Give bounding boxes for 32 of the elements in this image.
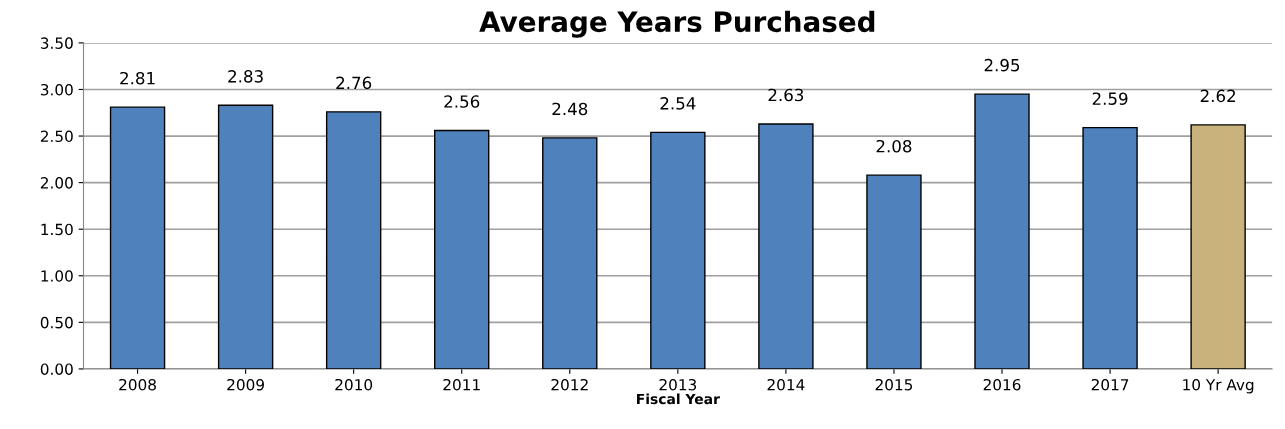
x-tick-label: 10 Yr Avg [1183,378,1254,394]
y-tick-label: 1.50 [41,223,73,236]
x-tick-label: 2015 [875,378,913,391]
y-tick-label: 3.00 [40,83,73,96]
x-tick-label: 2017 [1091,378,1129,391]
x-tick-label: 2010 [335,378,373,391]
y-tick-label: 2.00 [40,177,73,189]
x-tick-label: 2008 [119,378,156,391]
y-tick-label: 3.50 [40,37,73,49]
data-label: 2.08 [876,139,912,153]
y-tick-label: 2.50 [40,130,73,143]
data-label: 2.48 [552,102,588,116]
data-label: 2.56 [444,95,480,108]
x-tick-label: 2013 [659,378,697,391]
data-label: 2.54 [660,97,696,110]
y-tick-label: 0.00 [40,363,73,375]
data-label: 2.62 [1200,89,1236,103]
data-label: 2.59 [1092,92,1128,105]
x-tick-label: 2014 [767,378,805,391]
data-label: 2.83 [228,70,263,83]
x-tick-label: 2011 [443,378,480,391]
data-label: 2.81 [120,71,155,85]
data-label: 2.95 [984,58,1020,72]
chart-title: Average Years Purchased [479,10,875,38]
y-tick-label: 1.00 [41,270,73,282]
data-label: 2.76 [336,76,372,90]
data-label: 2.63 [768,88,804,102]
x-axis-title: Fiscal Year [637,393,720,405]
x-tick-label: 2016 [983,378,1021,391]
y-tick-label: 0.50 [40,316,73,329]
x-tick-label: 2012 [551,378,588,391]
x-tick-label: 2009 [227,378,264,391]
